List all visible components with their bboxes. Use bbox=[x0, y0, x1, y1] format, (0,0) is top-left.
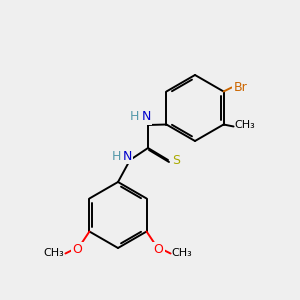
Text: CH₃: CH₃ bbox=[44, 248, 64, 257]
Text: O: O bbox=[73, 243, 82, 256]
Text: S: S bbox=[172, 154, 180, 166]
Text: CH₃: CH₃ bbox=[235, 121, 255, 130]
Text: N: N bbox=[122, 149, 132, 163]
Text: H: H bbox=[129, 110, 139, 124]
Text: CH₃: CH₃ bbox=[172, 248, 192, 257]
Text: H: H bbox=[111, 149, 121, 163]
Text: Br: Br bbox=[234, 81, 247, 94]
Text: O: O bbox=[154, 243, 164, 256]
Text: N: N bbox=[141, 110, 151, 124]
